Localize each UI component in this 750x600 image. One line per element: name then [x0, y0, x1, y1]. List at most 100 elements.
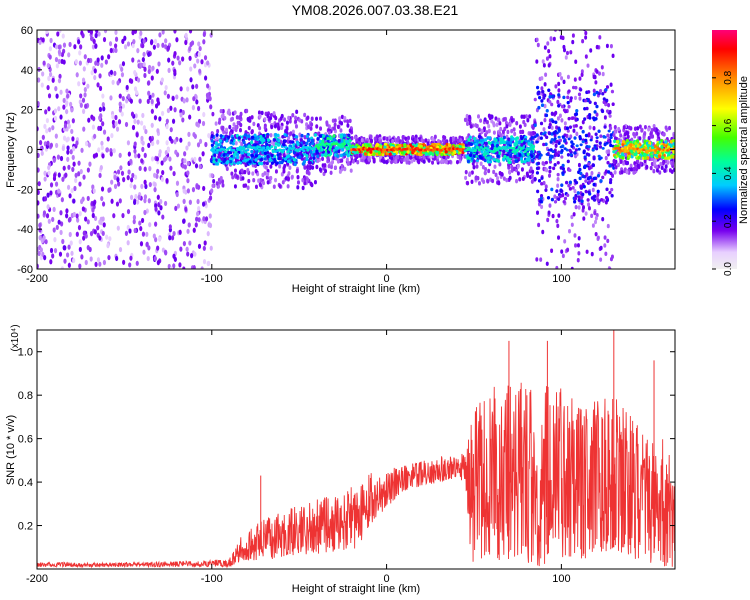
spectrogram-cell — [138, 98, 142, 104]
spectrogram-cell — [142, 51, 146, 57]
spectrogram-cell — [162, 157, 167, 163]
spectrogram-cell — [332, 137, 336, 142]
spectrogram-cell — [577, 251, 581, 256]
spectrogram-cell — [120, 170, 125, 176]
spectrogram-cell — [469, 142, 474, 147]
spectrogram-cell — [277, 156, 281, 161]
spectrogram-cell — [382, 136, 386, 141]
spectrogram-cell — [163, 200, 168, 207]
spectrogram-cell — [54, 181, 59, 187]
spectrogram-cell — [538, 155, 542, 160]
spectrogram-cell — [240, 141, 244, 147]
spectrogram-cell — [240, 168, 244, 173]
spectrogram-cell — [609, 43, 613, 49]
spectrogram-cell — [283, 117, 287, 122]
spectrogram-cell — [228, 124, 232, 130]
spectrogram-cell — [340, 158, 344, 163]
spectrogram-cell — [238, 115, 242, 120]
spectrogram-cell — [591, 187, 595, 193]
spectrogram-cell — [126, 140, 131, 146]
spectrogram-cell — [60, 221, 64, 227]
spectrogram-cell — [44, 239, 48, 245]
spectrogram-cell — [542, 127, 546, 132]
spectrogram-cell — [327, 130, 331, 135]
spectrogram-cell — [58, 73, 62, 79]
spectrogram-cell — [550, 111, 554, 116]
spectrogram-cell — [535, 257, 539, 262]
spectrogram-cell — [567, 116, 571, 121]
spectrogram-cell — [173, 50, 177, 57]
spectrogram-cell — [332, 134, 336, 138]
spectrogram-cell — [92, 200, 96, 207]
spectrogram-cell — [147, 90, 151, 96]
spectrogram-cell — [541, 59, 545, 64]
spectrogram-cell — [520, 159, 524, 164]
spectrogram-cell — [575, 108, 579, 113]
spectrogram-cell — [667, 156, 671, 160]
spectrogram-cell — [566, 74, 570, 80]
spectrogram-cell — [254, 153, 259, 158]
spectrogram-cell — [574, 204, 578, 210]
spectrogram-cell — [563, 196, 568, 201]
spectrogram-cell — [244, 183, 248, 188]
spectrogram-cell — [107, 54, 111, 60]
spectrogram-cell — [319, 126, 323, 131]
spectrogram-cell — [485, 130, 489, 135]
spectrogram-cell — [86, 195, 90, 202]
spectrogram-cell — [107, 187, 111, 193]
spectrogram-cell — [280, 113, 284, 119]
spectrogram-cell — [508, 175, 512, 181]
spectrogram-cell — [140, 183, 144, 190]
spectrogram-cell — [82, 66, 86, 72]
spectrogram-cell — [69, 101, 73, 107]
spectrogram-cell — [135, 132, 139, 138]
spectrogram-cell — [236, 161, 240, 165]
spectrogram-cell — [202, 185, 206, 192]
spectrogram-cell — [484, 167, 488, 172]
spectrogram-cell — [133, 153, 138, 159]
spectrogram-cell — [552, 131, 556, 135]
spectrogram-cell — [610, 281, 613, 285]
spectrogram-cell — [420, 157, 424, 163]
spectrogram-cell — [336, 146, 340, 150]
spectrogram-cell — [98, 172, 102, 179]
spectrogram-cell — [281, 142, 286, 147]
spectrogram-cell — [124, 230, 129, 236]
spectrogram-cell — [43, 176, 47, 182]
spectrogram-cell — [101, 93, 105, 99]
spectrogram-cell — [310, 147, 314, 151]
spectrogram-cell — [301, 185, 305, 191]
spectrogram-cell — [79, 102, 83, 108]
spectrogram-cell — [610, 193, 614, 198]
spectrogram-cell — [184, 206, 188, 212]
spectrogram-cell — [171, 60, 175, 66]
spectrogram-cell — [556, 177, 560, 182]
spectrogram-cell — [184, 32, 188, 38]
spectrogram-cell — [299, 151, 303, 156]
spectrogram-cell — [606, 133, 610, 138]
spectrogram-cell — [613, 170, 617, 175]
spectrogram-cell — [147, 51, 151, 58]
spectrogram-cell — [501, 129, 505, 135]
spectrogram-cell — [196, 142, 201, 148]
spectrogram-cell — [587, 145, 591, 149]
spectrogram-cell — [263, 125, 267, 130]
spectrogram-cell — [215, 181, 219, 186]
spectrogram-cell — [237, 136, 241, 140]
spectrogram-cell — [588, 180, 592, 184]
spectrogram-cell — [122, 259, 126, 265]
spectrogram-cell — [136, 119, 140, 125]
spectrogram-cell — [664, 164, 668, 169]
spectrogram-cell — [186, 86, 190, 92]
spectrogram-cell — [146, 80, 151, 86]
spectrogram-cell — [242, 140, 246, 145]
spectrogram-cell — [322, 134, 326, 138]
spectrogram-cell — [239, 122, 243, 128]
spectrogram-cell — [309, 164, 313, 170]
spectrogram-cell — [348, 118, 352, 124]
spectrogram-cell — [136, 77, 141, 83]
spectrogram-cell — [346, 123, 350, 128]
spectrogram-cell — [592, 92, 596, 97]
spectrogram-cell — [436, 138, 440, 144]
spectrogram-cell — [111, 113, 115, 120]
